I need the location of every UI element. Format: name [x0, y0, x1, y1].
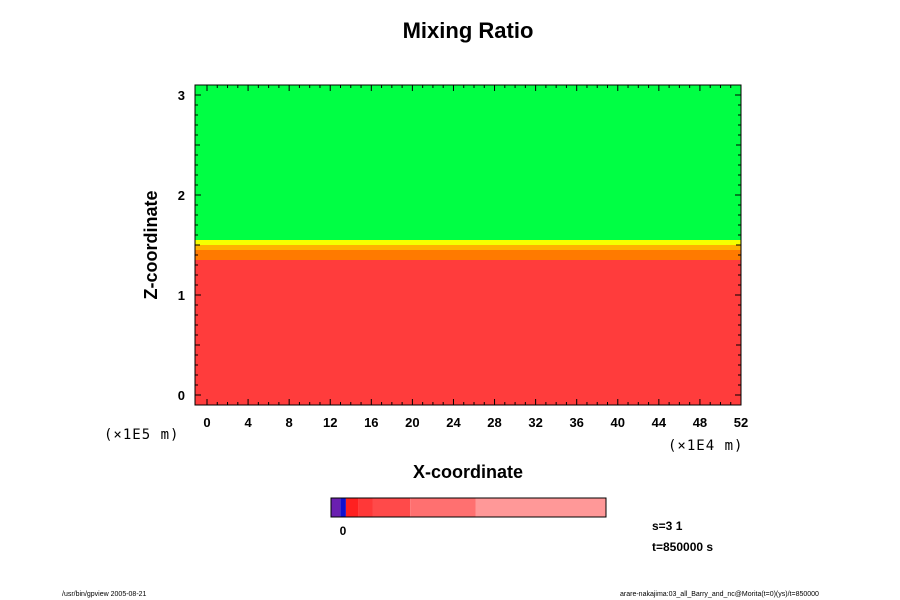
s-label: s=3 1 [652, 519, 683, 533]
x-tick-labels: 0 4 8 12 16 20 24 28 32 36 40 44 48 52 [203, 415, 748, 430]
x-axis-label: X-coordinate [413, 462, 523, 482]
colorbar-tick-label: 0 [340, 524, 347, 538]
colorbar-segment [358, 498, 373, 517]
x-tick-label: 24 [446, 415, 461, 430]
axis-ticks [195, 84, 742, 405]
colorbar-segment [345, 498, 359, 517]
t-label: t=850000 s [652, 540, 713, 554]
x-tick-label: 40 [611, 415, 625, 430]
mixing-ratio-field [195, 85, 741, 405]
colorbar-segment [340, 498, 346, 517]
field-band-1 [195, 240, 741, 245]
colorbar [330, 497, 607, 518]
x-tick-label: 20 [405, 415, 419, 430]
colorbar-segment [331, 498, 341, 517]
colorbar-segment [410, 498, 476, 517]
field-band-4 [195, 260, 741, 405]
field-band-0 [195, 85, 741, 240]
y-tick-label: 3 [178, 88, 185, 103]
x-tick-label: 16 [364, 415, 378, 430]
x-tick-label: 4 [244, 415, 252, 430]
x-tick-label: 52 [734, 415, 748, 430]
x-tick-label: 8 [286, 415, 293, 430]
field-band-3 [195, 250, 741, 260]
y-unit-label: (×1E5 m) [104, 427, 179, 443]
y-axis-label: Z-coordinate [141, 190, 161, 299]
y-tick-labels: 0 1 2 3 [178, 88, 185, 403]
plot-area [194, 84, 742, 406]
y-tick-label: 0 [178, 388, 185, 403]
y-tick-label: 2 [178, 188, 185, 203]
x-tick-label: 12 [323, 415, 337, 430]
x-tick-label: 28 [487, 415, 501, 430]
x-tick-label: 0 [203, 415, 210, 430]
chart-title: Mixing Ratio [403, 18, 534, 43]
footer-left: /usr/bin/gpview 2005-08-21 [62, 591, 147, 598]
colorbar-segment [372, 498, 411, 517]
x-unit-label: (×1E4 m) [668, 438, 743, 454]
colorbar-segment [475, 498, 606, 517]
x-tick-label: 36 [569, 415, 583, 430]
y-tick-label: 1 [178, 288, 185, 303]
footer-right: arare-nakajima:03_all_Barry_and_nc@Morit… [620, 591, 819, 598]
colorbar-frame [330, 497, 607, 518]
field-band-2 [195, 245, 741, 250]
x-tick-label: 44 [652, 415, 667, 430]
x-tick-label: 32 [528, 415, 542, 430]
x-tick-label: 48 [693, 415, 707, 430]
